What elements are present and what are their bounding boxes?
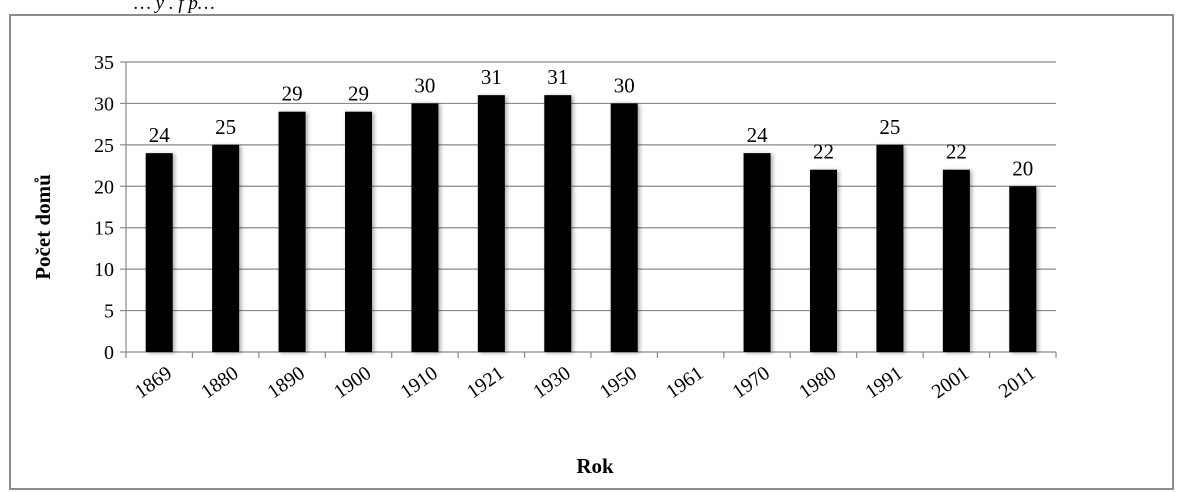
data-labels: 24 25 29 29 30 31 31 30 24 22 25 22 20	[149, 65, 1034, 180]
y-tick-label: 30	[94, 93, 114, 115]
bar-1950	[610, 103, 638, 352]
x-tick-label-1970: 1970	[729, 362, 774, 403]
x-tick-label-2011: 2011	[995, 362, 1040, 403]
data-label-1869: 24	[149, 123, 171, 147]
bar-1991	[876, 144, 904, 352]
x-tick-label-1869: 1869	[131, 362, 176, 403]
y-tick-label: 15	[94, 218, 114, 240]
x-tick-label-1961: 1961	[662, 362, 707, 403]
chart-caption: … y . f p…	[130, 0, 219, 14]
chart-frame	[9, 14, 1174, 490]
gridlines	[126, 61, 1056, 312]
bar-2001	[942, 169, 970, 352]
x-tick-label-1991: 1991	[861, 362, 906, 403]
bar-1869	[145, 153, 173, 352]
x-tick-label-1980: 1980	[795, 362, 840, 403]
y-tick-label: 10	[94, 259, 114, 281]
y-tick-label: 0	[104, 342, 114, 364]
y-tick-label: 20	[94, 176, 114, 198]
data-label-1930: 31	[547, 65, 568, 89]
axes	[120, 61, 1057, 358]
x-tick-label-1910: 1910	[396, 362, 441, 403]
data-label-1991: 25	[879, 115, 900, 139]
data-label-2011: 20	[1012, 156, 1033, 180]
y-tick-label: 35	[94, 52, 114, 74]
x-tick-label-1900: 1900	[330, 362, 375, 403]
y-tick-label: 5	[104, 301, 114, 323]
bar-1980	[810, 169, 837, 352]
bars	[145, 95, 1037, 353]
bar-1880	[212, 144, 240, 352]
bar-1910	[411, 103, 439, 352]
data-label-1900: 29	[348, 82, 369, 106]
y-tick-labels: 0 5 10 15 20 25 30 35	[94, 52, 114, 364]
bar-1890	[278, 111, 306, 352]
y-tick-label: 25	[94, 135, 114, 157]
x-tick-label-1921: 1921	[463, 362, 508, 403]
x-tick-label-1930: 1930	[529, 362, 574, 403]
data-label-1950: 30	[614, 73, 635, 97]
data-label-2001: 22	[946, 140, 967, 164]
x-tick-label-1890: 1890	[264, 362, 309, 403]
data-label-1921: 31	[481, 65, 502, 89]
data-label-1980: 22	[813, 140, 834, 164]
x-axis-title: Rok	[576, 454, 614, 478]
x-tick-label-1880: 1880	[197, 362, 242, 403]
x-tick-label-1950: 1950	[596, 362, 641, 403]
bar-1900	[345, 111, 372, 352]
bar-1970	[743, 153, 771, 352]
x-tick-labels: 1869 1880 1890 1900 1910 1921 1930 1950 1961 1970…	[131, 362, 1040, 403]
bar-2011	[1009, 186, 1037, 352]
data-label-1880: 25	[215, 115, 236, 139]
x-tick-label-2001: 2001	[928, 362, 973, 403]
bar-1921	[477, 95, 505, 353]
data-label-1970: 24	[747, 123, 769, 147]
data-label-1910: 30	[414, 73, 435, 97]
bar-1930	[544, 95, 572, 353]
data-label-1890: 29	[282, 82, 303, 106]
y-axis-title: Počet domů	[31, 174, 55, 280]
